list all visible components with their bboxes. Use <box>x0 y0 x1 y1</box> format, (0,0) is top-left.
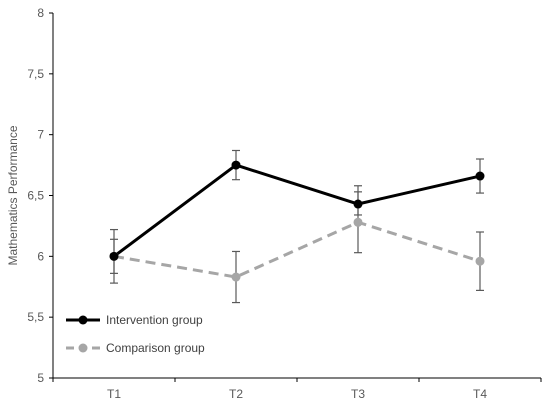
y-tick-label: 5 <box>37 371 44 385</box>
y-tick-label: 5,5 <box>27 310 44 324</box>
y-tick-label: 8 <box>37 6 44 20</box>
series-line <box>113 163 481 258</box>
legend-label: Comparison group <box>106 341 205 355</box>
data-points <box>109 160 485 282</box>
data-point <box>353 217 363 227</box>
y-axis-title: Mathematics Performance <box>6 125 20 265</box>
y-tick-label: 6 <box>37 249 44 263</box>
y-axis-ticks: 5 5,5 6 6,5 7 7,5 8 <box>27 6 53 385</box>
legend-label: Intervention group <box>106 313 203 327</box>
data-point <box>231 272 241 282</box>
legend-marker <box>78 343 88 353</box>
y-tick-label: 7,5 <box>27 67 44 81</box>
x-axis-ticks: T1 T2 T3 T4 <box>52 378 542 401</box>
data-point <box>353 199 363 209</box>
x-tick-label: T3 <box>351 387 365 401</box>
x-tick-label: T2 <box>229 387 243 401</box>
error-bars <box>110 149 484 304</box>
x-tick-label: T1 <box>107 387 121 401</box>
series-lines <box>113 163 481 279</box>
data-point <box>475 256 485 266</box>
x-tick-label: T4 <box>473 387 487 401</box>
y-tick-label: 7 <box>37 128 44 142</box>
data-point <box>231 160 241 170</box>
legend: Intervention group Comparison group <box>66 313 205 355</box>
series-line <box>113 220 481 279</box>
data-point <box>475 171 485 181</box>
legend-marker <box>78 315 88 325</box>
y-tick-label: 6,5 <box>27 189 44 203</box>
data-point <box>109 251 119 261</box>
